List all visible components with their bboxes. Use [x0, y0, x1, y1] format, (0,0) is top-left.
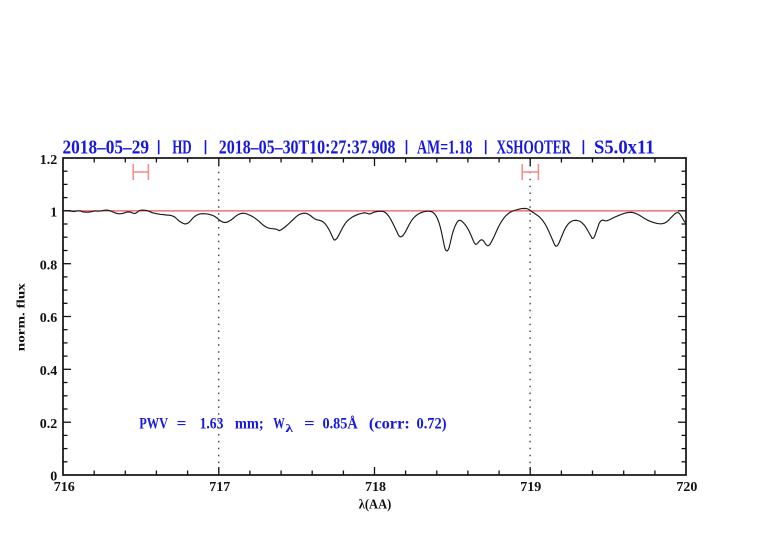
svg-text:0.6: 0.6 — [40, 311, 58, 326]
svg-text:717: 717 — [209, 480, 230, 495]
svg-text:HD: HD — [172, 136, 192, 158]
svg-text:λ: λ — [285, 421, 293, 435]
svg-text:716: 716 — [54, 480, 75, 495]
svg-text:norm. flux: norm. flux — [14, 283, 28, 351]
svg-text:719: 719 — [520, 480, 541, 495]
svg-text:2018–05–29: 2018–05–29 — [63, 136, 150, 158]
svg-text:718: 718 — [365, 480, 386, 495]
svg-text:0.4: 0.4 — [40, 364, 58, 379]
svg-text:=: = — [177, 415, 187, 433]
svg-text:0.85Å: 0.85Å — [323, 415, 358, 433]
svg-text:mm;: mm; — [235, 415, 264, 433]
svg-text:(corr:: (corr: — [369, 415, 410, 433]
svg-text:0.2: 0.2 — [40, 417, 58, 432]
svg-text:AM=1.18: AM=1.18 — [417, 136, 473, 158]
svg-text:XSHOOTER: XSHOOTER — [497, 136, 572, 158]
svg-text:0.72): 0.72) — [417, 415, 447, 433]
svg-text:2018–05–30T10:27:37.908: 2018–05–30T10:27:37.908 — [219, 136, 396, 158]
svg-text:1.2: 1.2 — [40, 153, 58, 168]
svg-text:720: 720 — [676, 480, 697, 495]
svg-text:1.63: 1.63 — [200, 415, 224, 433]
svg-text:S5.0x11: S5.0x11 — [594, 136, 655, 158]
svg-text:0.8: 0.8 — [40, 258, 58, 273]
svg-text:W: W — [273, 415, 285, 433]
svg-text:PWV: PWV — [139, 415, 168, 433]
svg-text:1: 1 — [50, 206, 57, 221]
svg-text:λ(AA): λ(AA) — [359, 497, 392, 512]
svg-text:0: 0 — [50, 470, 57, 485]
svg-text:=: = — [304, 415, 315, 433]
